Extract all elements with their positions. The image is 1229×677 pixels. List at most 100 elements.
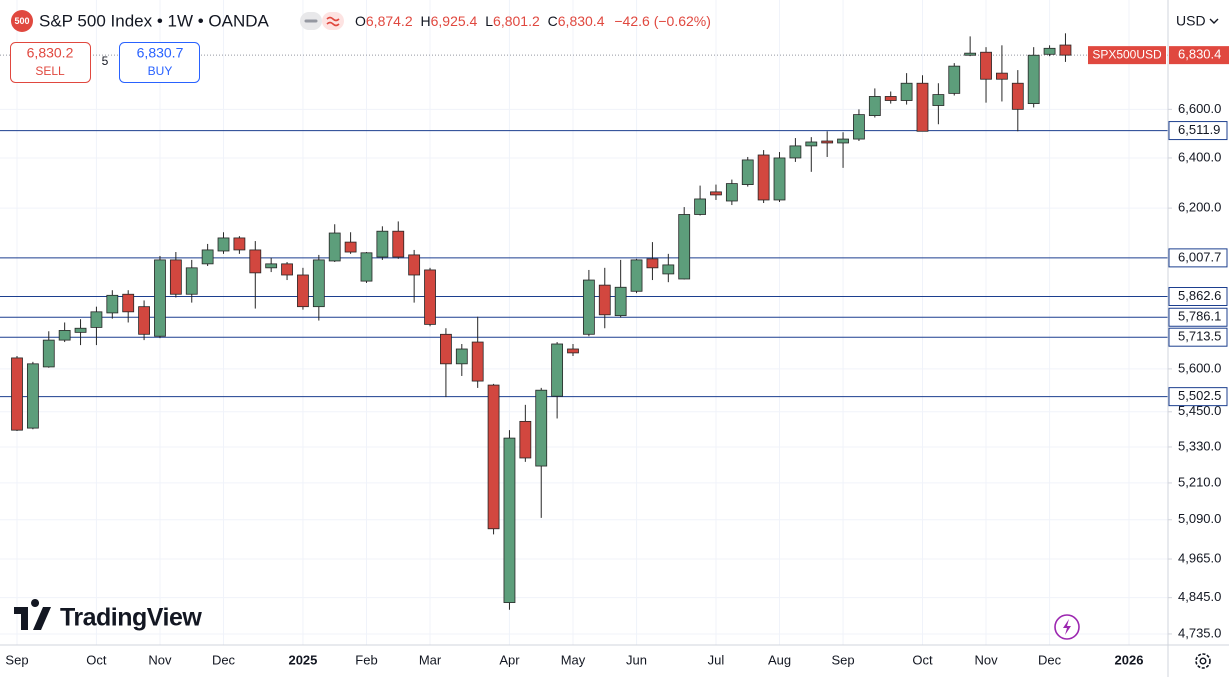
candle-body xyxy=(328,232,341,262)
candle-body xyxy=(26,363,39,429)
candle-body xyxy=(630,259,643,292)
candle-body xyxy=(567,348,579,354)
candle-body xyxy=(1059,44,1072,56)
candle-body xyxy=(551,343,564,397)
level-label: 5,862.6 xyxy=(1178,288,1221,303)
candle-body xyxy=(344,241,357,253)
candle-body xyxy=(853,114,865,140)
y-tick-label: 5,450.0 xyxy=(1178,403,1221,418)
y-tick-label: 5,090.0 xyxy=(1178,511,1221,526)
x-tick-label: Sep xyxy=(5,652,28,667)
ohlc-change: −42.6 (−0.62%) xyxy=(614,13,711,29)
level-label: 5,713.5 xyxy=(1178,329,1221,344)
level-label-box xyxy=(1168,387,1228,407)
candle-body xyxy=(233,237,246,251)
candle-body xyxy=(471,341,484,382)
candle-body xyxy=(42,339,55,368)
symbol-badge[interactable] xyxy=(11,10,33,32)
candle-body xyxy=(74,327,87,333)
level-label: 6,511.9 xyxy=(1178,122,1220,137)
x-tick-label: Oct xyxy=(912,652,933,667)
y-tick-label: 5,210.0 xyxy=(1178,474,1221,489)
candle-body xyxy=(598,284,611,316)
y-tick-label: 4,845.0 xyxy=(1178,589,1221,604)
compare-toggle[interactable] xyxy=(322,12,344,30)
candle-body xyxy=(916,82,929,132)
candle-body xyxy=(1043,47,1056,55)
candle-body xyxy=(297,274,309,308)
axes: 4,735.0 4,845.0 4,965.0 5,090.0 5,210.0 5,330… xyxy=(5,46,1229,667)
candle-body xyxy=(535,389,548,467)
y-tick-label: 5,600.0 xyxy=(1178,360,1221,375)
x-tick-label: Sep xyxy=(831,652,854,667)
candle-body xyxy=(440,333,452,365)
settings-button[interactable] xyxy=(1195,653,1211,669)
candle-body xyxy=(662,264,675,275)
candle-body xyxy=(980,51,992,80)
candle-body xyxy=(725,183,738,202)
spread: 5 xyxy=(102,54,109,68)
candle-body xyxy=(710,191,722,196)
candle-body xyxy=(519,420,532,459)
ohlc-label: O xyxy=(355,13,366,29)
chart-title[interactable]: S&P 500 Index • 1W • OANDA xyxy=(39,11,270,30)
level-label: 6,007.7 xyxy=(1178,249,1221,264)
buy-label: BUY xyxy=(148,64,173,78)
currency-dropdown[interactable] xyxy=(1209,18,1219,24)
y-tick-label: 4,735.0 xyxy=(1178,625,1221,640)
compare-icon xyxy=(326,16,340,27)
ohlc-label: H xyxy=(421,13,431,29)
logo-mark xyxy=(14,599,51,630)
candle-body xyxy=(678,214,691,280)
buy-price: 6,830.7 xyxy=(137,45,184,61)
x-tick-label: Apr xyxy=(499,652,520,667)
x-tick-label: Nov xyxy=(974,652,998,667)
candle-body xyxy=(646,258,659,269)
candle-body xyxy=(217,237,230,252)
level-label-box xyxy=(1168,248,1228,268)
candle-body xyxy=(281,263,293,276)
candle-body xyxy=(694,198,706,215)
y-tick-label: 5,330.0 xyxy=(1178,438,1221,453)
candle-body xyxy=(11,357,23,431)
candle-body xyxy=(948,65,961,94)
candle-body xyxy=(805,141,818,147)
x-tick-label: Oct xyxy=(86,652,107,667)
candle-body xyxy=(503,437,516,603)
candle-body xyxy=(757,154,770,201)
candle-body xyxy=(996,72,1008,80)
sell-label: SELL xyxy=(35,64,65,78)
candle-body xyxy=(582,279,595,335)
logo-text: TradingView xyxy=(60,604,202,632)
candle-body xyxy=(868,96,881,116)
x-tick-label: Jun xyxy=(626,652,647,667)
candle-body xyxy=(821,140,834,144)
sell-button[interactable] xyxy=(10,42,91,83)
candle-body xyxy=(201,249,214,265)
currency[interactable]: USD xyxy=(1176,13,1206,29)
ohlc-label: C xyxy=(548,13,558,29)
x-tick-label: Dec xyxy=(212,652,236,667)
ohlc-values: O6,874.2 H6,925.4 L6,801.2 C6,830.4 −42.… xyxy=(355,13,711,29)
x-tick-label: May xyxy=(561,652,586,667)
x-tick-label: Mar xyxy=(419,652,442,667)
candle-body xyxy=(900,82,913,101)
x-tick-label: 2025 xyxy=(288,652,317,667)
candle-body xyxy=(487,384,500,530)
level-label-box xyxy=(1168,327,1228,347)
price-label-box xyxy=(1169,46,1229,65)
x-tick-label: Aug xyxy=(768,652,791,667)
candle-body xyxy=(392,230,405,258)
candle-body xyxy=(106,294,119,314)
ohlc-label: L xyxy=(485,13,493,29)
candle-body xyxy=(614,286,627,317)
buy-button[interactable] xyxy=(119,42,200,83)
settings-gear xyxy=(1195,653,1211,669)
candle-body xyxy=(90,311,103,328)
candle-body xyxy=(265,263,278,269)
candle-body xyxy=(773,157,786,201)
candle-body xyxy=(58,330,71,341)
candle-body xyxy=(360,252,373,282)
level-label: 5,786.1 xyxy=(1178,309,1221,324)
